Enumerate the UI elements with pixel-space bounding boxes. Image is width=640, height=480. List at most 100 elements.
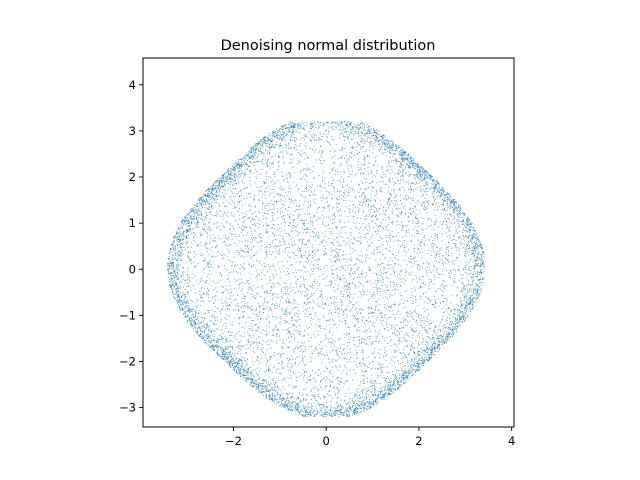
scatter-point — [331, 251, 333, 253]
scatter-point — [302, 361, 304, 363]
scatter-point — [337, 376, 339, 378]
scatter-point — [312, 307, 314, 309]
scatter-point — [343, 131, 345, 133]
scatter-point — [211, 320, 213, 322]
scatter-point — [401, 278, 403, 280]
scatter-point — [298, 261, 301, 264]
scatter-point — [459, 254, 461, 256]
scatter-point — [278, 322, 280, 324]
scatter-point — [379, 269, 382, 271]
scatter-point — [349, 309, 351, 311]
scatter-point — [182, 226, 184, 229]
scatter-point — [333, 214, 335, 216]
scatter-point — [242, 204, 244, 206]
scatter-point — [318, 206, 320, 208]
scatter-point — [406, 325, 408, 327]
scatter-point — [405, 340, 407, 342]
scatter-point — [418, 343, 420, 345]
scatter-point — [316, 409, 318, 412]
scatter-point — [341, 290, 343, 292]
scatter-point — [337, 199, 339, 201]
scatter-point — [188, 279, 190, 281]
scatter-point — [250, 344, 252, 346]
scatter-point — [339, 129, 341, 131]
scatter-point — [256, 250, 258, 253]
scatter-point — [249, 193, 251, 195]
scatter-point — [197, 210, 199, 212]
scatter-point — [481, 257, 483, 259]
scatter-point — [312, 198, 314, 200]
scatter-point — [168, 255, 170, 258]
scatter-point — [176, 291, 178, 293]
scatter-point — [264, 265, 267, 267]
scatter-point — [445, 297, 447, 299]
scatter-point — [299, 240, 301, 242]
scatter-point — [344, 189, 346, 191]
scatter-point — [253, 172, 255, 174]
scatter-point — [412, 360, 414, 362]
scatter-point — [326, 405, 328, 407]
scatter-point — [410, 189, 412, 191]
scatter-point — [411, 294, 413, 296]
scatter-point — [356, 221, 358, 223]
scatter-point — [300, 408, 302, 410]
scatter-point — [317, 302, 320, 304]
scatter-point — [224, 265, 226, 267]
scatter-point — [317, 207, 319, 209]
scatter-point — [347, 410, 349, 412]
scatter-point — [226, 314, 228, 316]
scatter-point — [461, 307, 463, 310]
scatter-point — [232, 181, 234, 183]
scatter-point — [416, 252, 418, 254]
scatter-point — [261, 344, 263, 346]
scatter-point — [405, 272, 407, 274]
scatter-point — [272, 219, 274, 221]
scatter-point — [274, 381, 277, 383]
scatter-point — [468, 245, 470, 247]
scatter-point — [445, 232, 447, 234]
scatter-point — [361, 255, 364, 257]
scatter-point — [285, 207, 287, 210]
scatter-point — [471, 276, 473, 278]
scatter-point — [180, 258, 182, 260]
scatter-point — [429, 302, 431, 304]
scatter-point — [414, 178, 416, 180]
scatter-point — [229, 341, 231, 343]
scatter-point — [382, 140, 384, 142]
scatter-point — [273, 328, 275, 330]
scatter-point — [358, 345, 360, 347]
scatter-point — [181, 306, 183, 308]
scatter-point — [310, 216, 312, 218]
scatter-point — [409, 191, 411, 193]
scatter-point — [187, 302, 189, 305]
scatter-point — [394, 351, 396, 354]
scatter-point — [330, 184, 333, 186]
scatter-point — [392, 374, 394, 376]
scatter-point — [252, 146, 254, 149]
scatter-point — [360, 217, 362, 219]
scatter-point — [354, 405, 356, 407]
scatter-point — [434, 349, 436, 351]
scatter-point — [436, 234, 438, 236]
scatter-point — [444, 218, 446, 220]
scatter-point — [401, 213, 403, 215]
scatter-point — [446, 204, 448, 206]
scatter-point — [411, 198, 413, 200]
scatter-point — [338, 251, 340, 254]
scatter-point — [213, 290, 215, 292]
scatter-point — [283, 188, 285, 190]
scatter-point — [268, 194, 270, 197]
scatter-point — [337, 123, 339, 125]
scatter-point — [259, 153, 261, 155]
scatter-point — [388, 143, 390, 145]
scatter-point — [359, 381, 362, 383]
scatter-point — [289, 154, 291, 156]
scatter-point — [411, 261, 413, 263]
scatter-point — [446, 193, 448, 195]
scatter-point — [218, 202, 220, 204]
scatter-point — [447, 338, 449, 340]
scatter-point — [227, 347, 229, 349]
scatter-point — [202, 279, 204, 282]
scatter-point — [214, 194, 216, 196]
scatter-point — [207, 202, 209, 204]
